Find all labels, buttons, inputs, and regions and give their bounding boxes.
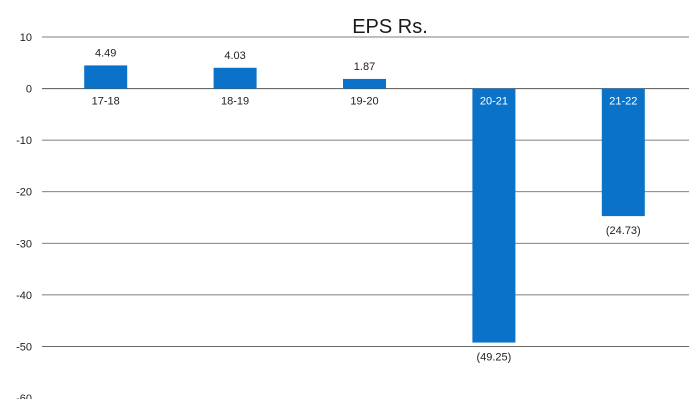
bar-18-19: [213, 67, 257, 89]
grid-lines: [42, 36, 689, 347]
category-label: 17-18: [92, 96, 120, 108]
bars: [84, 65, 645, 343]
data-label: (49.25): [476, 352, 511, 364]
data-label: 4.03: [224, 50, 245, 62]
data-label: 1.87: [354, 61, 375, 73]
y-tick-label: 0: [26, 84, 32, 96]
labels: 10 0 -10 -20 -30 -40 -50 -60 17-18 4.49 18-19 4.03 1…: [16, 32, 641, 399]
bar-17-18: [84, 65, 128, 89]
chart-title: EPS Rs.: [352, 16, 428, 38]
y-tick-label: -30: [16, 238, 32, 250]
y-tick-label: -60: [16, 393, 32, 399]
category-label: 21-22: [609, 96, 637, 108]
y-tick-label: -10: [16, 135, 32, 147]
data-label: (24.73): [606, 225, 641, 237]
data-label: 4.49: [95, 47, 116, 59]
category-label: 20-21: [480, 96, 508, 108]
y-tick-label: 10: [20, 32, 32, 44]
y-tick-label: -40: [16, 290, 32, 302]
y-tick-label: -20: [16, 187, 32, 199]
bar-19-20: [343, 78, 386, 89]
category-label: 18-19: [221, 96, 249, 108]
bar-20-21: [472, 88, 516, 343]
category-label: 19-20: [350, 96, 378, 108]
bar-21-22: [601, 88, 645, 217]
y-tick-label: -50: [16, 341, 32, 353]
